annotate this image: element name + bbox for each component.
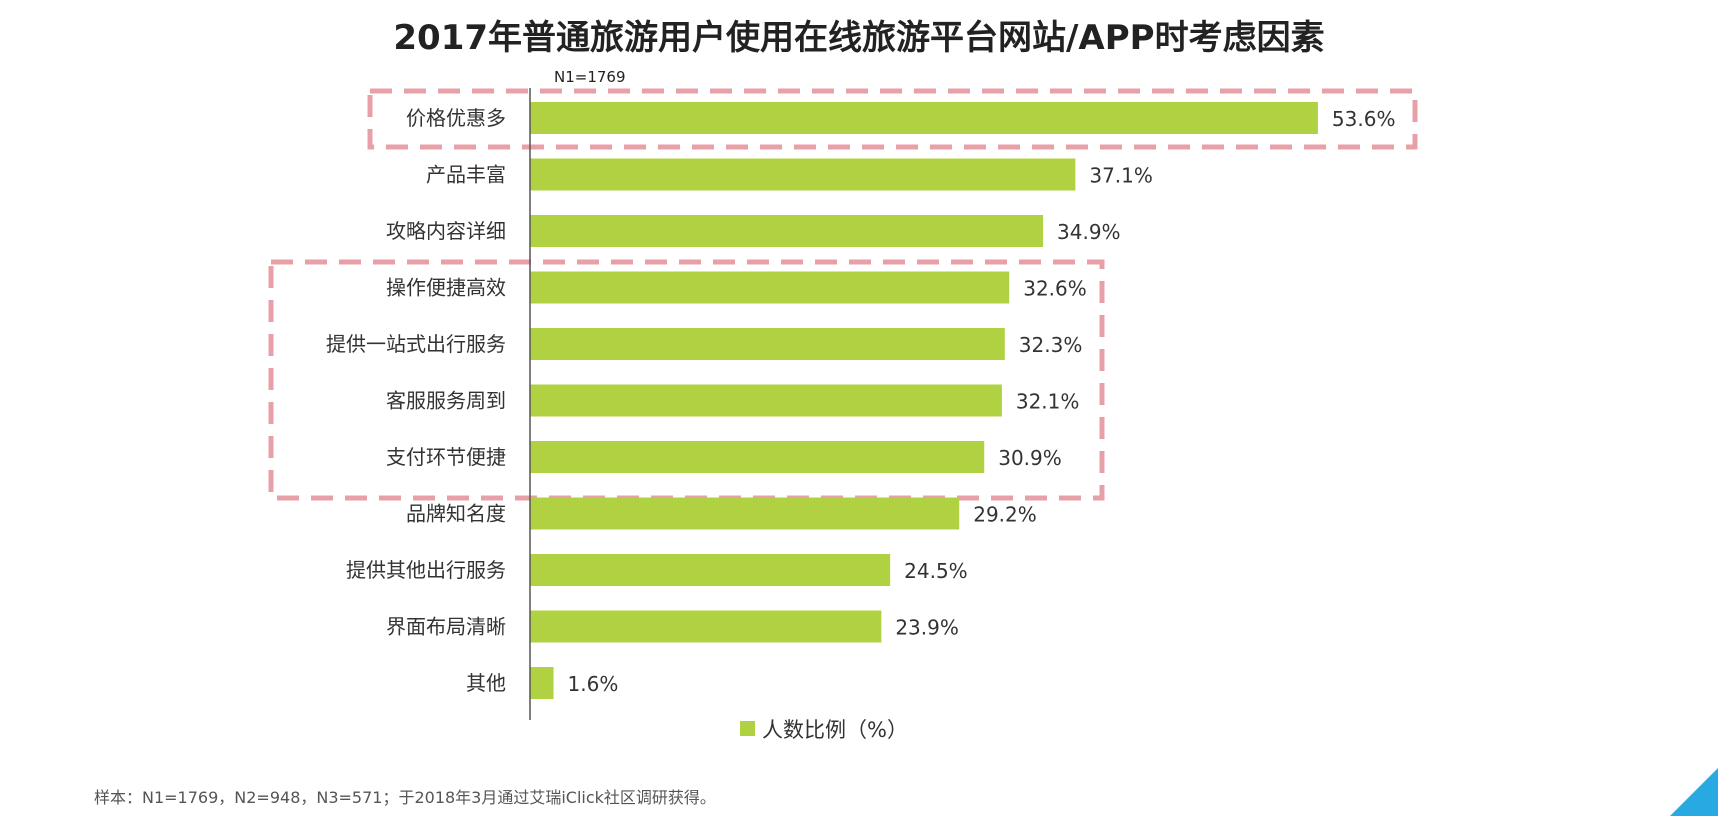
bar-9 xyxy=(530,554,891,586)
value-label: 32.1% xyxy=(1016,390,1080,414)
chart-title: 2017年普通旅游用户使用在线旅游平台网站/APP时考虑因素 xyxy=(393,18,1325,58)
bar-10 xyxy=(530,610,882,643)
bar-4 xyxy=(530,271,1010,304)
bar-8 xyxy=(530,497,960,530)
category-label: 其他 xyxy=(466,671,506,695)
legend-label: 人数比例（%） xyxy=(762,718,908,742)
value-label: 37.1% xyxy=(1089,164,1153,188)
category-label: 价格优惠多 xyxy=(406,106,506,130)
category-label: 提供其他出行服务 xyxy=(346,558,506,582)
category-label: 支付环节便捷 xyxy=(386,445,506,469)
category-label: 提供一站式出行服务 xyxy=(326,332,506,356)
category-label: 产品丰富 xyxy=(426,163,506,187)
sample-size-label: N1=1769 xyxy=(554,68,626,86)
value-label: 34.9% xyxy=(1057,220,1121,244)
bar-11 xyxy=(530,667,554,699)
value-labels: 53.6% 37.1% 34.9% 32.6% 32.3% 32.1% 30.9% 29.2%… xyxy=(568,107,1396,696)
bar-5 xyxy=(530,328,1005,360)
bars xyxy=(530,102,1318,699)
category-labels: 价格优惠多产品丰富攻略内容详细操作便捷高效提供一站式出行服务客服服务周到支付环节… xyxy=(326,106,506,695)
bar-3 xyxy=(530,215,1044,247)
value-label: 29.2% xyxy=(973,503,1037,527)
value-label: 53.6% xyxy=(1332,107,1396,131)
value-label: 32.6% xyxy=(1023,277,1087,301)
highlight-box-1 xyxy=(367,88,1418,150)
corner-decoration xyxy=(1670,768,1718,816)
category-label: 界面布局清晰 xyxy=(386,615,506,639)
legend-swatch xyxy=(740,721,755,736)
category-label: 攻略内容详细 xyxy=(386,219,506,243)
legend: 人数比例（%） xyxy=(740,718,908,742)
sample-note: 样本：N1=1769，N2=948，N3=571；于2018年3月通过艾瑞iCl… xyxy=(94,788,716,807)
bar-1 xyxy=(530,102,1318,134)
bar-7 xyxy=(530,441,985,473)
value-label: 23.9% xyxy=(895,616,959,640)
value-label: 30.9% xyxy=(998,446,1062,470)
bar-6 xyxy=(530,384,1002,417)
bar-2 xyxy=(530,158,1076,191)
value-label: 24.5% xyxy=(904,559,968,583)
category-label: 操作便捷高效 xyxy=(386,276,506,300)
category-label: 客服服务周到 xyxy=(386,389,506,413)
value-label: 1.6% xyxy=(568,672,619,696)
value-label: 32.3% xyxy=(1019,333,1083,357)
category-label: 品牌知名度 xyxy=(406,502,506,526)
